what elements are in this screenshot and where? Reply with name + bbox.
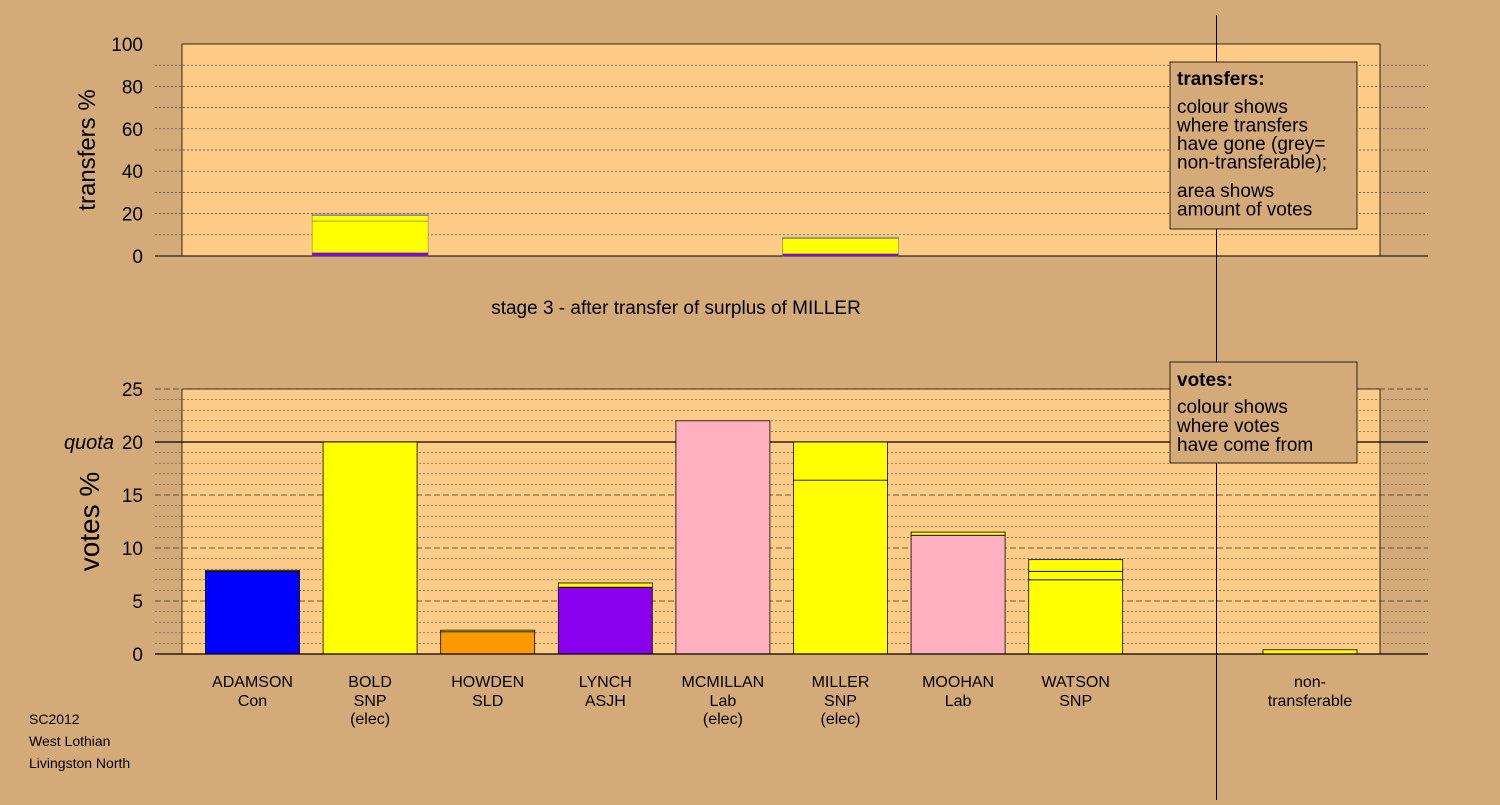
footer-line: Livingston North [29, 755, 130, 771]
transfers-legend-text: colour shows [1177, 97, 1288, 118]
transfers-y-axis-label: transfers % [74, 89, 101, 210]
votes-tick-label: 15 [122, 486, 143, 507]
transfers-legend-text: non-transferable); [1177, 153, 1327, 174]
vote-bar-segment [440, 629, 536, 633]
vote-bar-segment [793, 479, 888, 655]
transfer-bar-segment [311, 220, 429, 254]
vote-bar-segment [440, 631, 536, 655]
candidate-party-label: SLD [472, 693, 503, 710]
candidate-party-label: SNP [354, 693, 387, 710]
vote-bar-segment [1028, 559, 1124, 572]
transfer-bar-segment [311, 215, 429, 222]
vote-bar-segment [1028, 579, 1124, 655]
transfers-legend-text: where transfers [1176, 116, 1308, 137]
candidate-name-label: MILLER [812, 674, 870, 691]
footer-line: West Lothian [29, 733, 110, 749]
votes-tick-label: 10 [122, 539, 143, 560]
votes-legend-text: where votes [1176, 416, 1279, 437]
candidate-party-label: Lab [710, 693, 737, 710]
candidate-name-label: MOOHAN [922, 674, 994, 691]
transfers-tick-label: 40 [122, 162, 143, 183]
transfers-legend-text: amount of votes [1177, 200, 1312, 221]
vote-bar-segment [557, 582, 653, 588]
vote-bar-segment [793, 441, 888, 481]
transfers-legend-text: area shows [1177, 181, 1274, 202]
votes-y-axis-label: votes % [74, 472, 105, 572]
transfers-tick-label: 20 [122, 205, 143, 226]
footer: SC2012 West Lothian Livingston North [29, 711, 130, 771]
candidate-party-label: ASJH [585, 693, 626, 710]
transfers-tick-label: 100 [111, 35, 143, 56]
candidate-name-label: HOWDEN [451, 674, 524, 691]
transfers-legend-title: transfers: [1177, 69, 1265, 90]
votes-tick-label: 5 [132, 592, 143, 613]
nontransferable-label: transferable [1268, 693, 1353, 710]
transfer-bar-segment [311, 213, 429, 216]
votes-legend-title: votes: [1177, 370, 1233, 391]
transfer-bar-segment [782, 238, 899, 255]
transfer-bar-segment [782, 236, 899, 239]
votes-legend-text: have come from [1177, 435, 1313, 456]
transfers-legend-box [1169, 61, 1358, 230]
transfers-legend-text: have gone (grey= [1177, 134, 1325, 155]
vote-bar-segment [910, 534, 1006, 655]
candidate-name-label: ADAMSON [212, 674, 293, 691]
votes-tick-label: 25 [122, 380, 143, 401]
candidate-party-label: Con [238, 693, 267, 710]
candidate-party-label: SNP [1059, 693, 1092, 710]
vote-bar-segment [205, 569, 300, 572]
candidate-status-label: (elec) [820, 711, 860, 728]
vote-bar-segment [910, 531, 1006, 536]
transfer-bar-segment [782, 253, 899, 257]
candidate-party-label: Lab [945, 693, 972, 710]
vote-bar-segment [322, 441, 418, 655]
transfers-tick-label: 60 [122, 120, 143, 141]
candidate-name-label: MCMILLAN [682, 674, 765, 691]
votes-legend-box [1169, 361, 1358, 464]
candidate-party-label: SNP [824, 693, 857, 710]
votes-tick-label: 0 [132, 645, 143, 666]
transfers-tick-label: 80 [122, 77, 143, 98]
nontransferable-label: non- [1294, 674, 1326, 691]
votes-tick-label: 20 [122, 433, 143, 454]
footer-line: SC2012 [29, 711, 80, 727]
candidate-name-label: BOLD [348, 674, 392, 691]
transfers-tick-label: 0 [132, 247, 143, 268]
candidate-status-label: (elec) [703, 711, 743, 728]
candidate-name-label: LYNCH [579, 674, 632, 691]
stage-title: stage 3 - after transfer of surplus of M… [491, 298, 861, 319]
vote-bar-segment [205, 570, 300, 655]
candidate-name-label: WATSON [1041, 674, 1109, 691]
votes-legend-text: colour shows [1177, 397, 1288, 418]
quota-label: quota [64, 432, 114, 454]
vote-bar-segment [1028, 570, 1124, 581]
vote-bar-segment [557, 586, 653, 655]
candidate-status-label: (elec) [350, 711, 390, 728]
vote-bar-segment [675, 420, 771, 655]
transfer-bar-segment [311, 252, 429, 257]
